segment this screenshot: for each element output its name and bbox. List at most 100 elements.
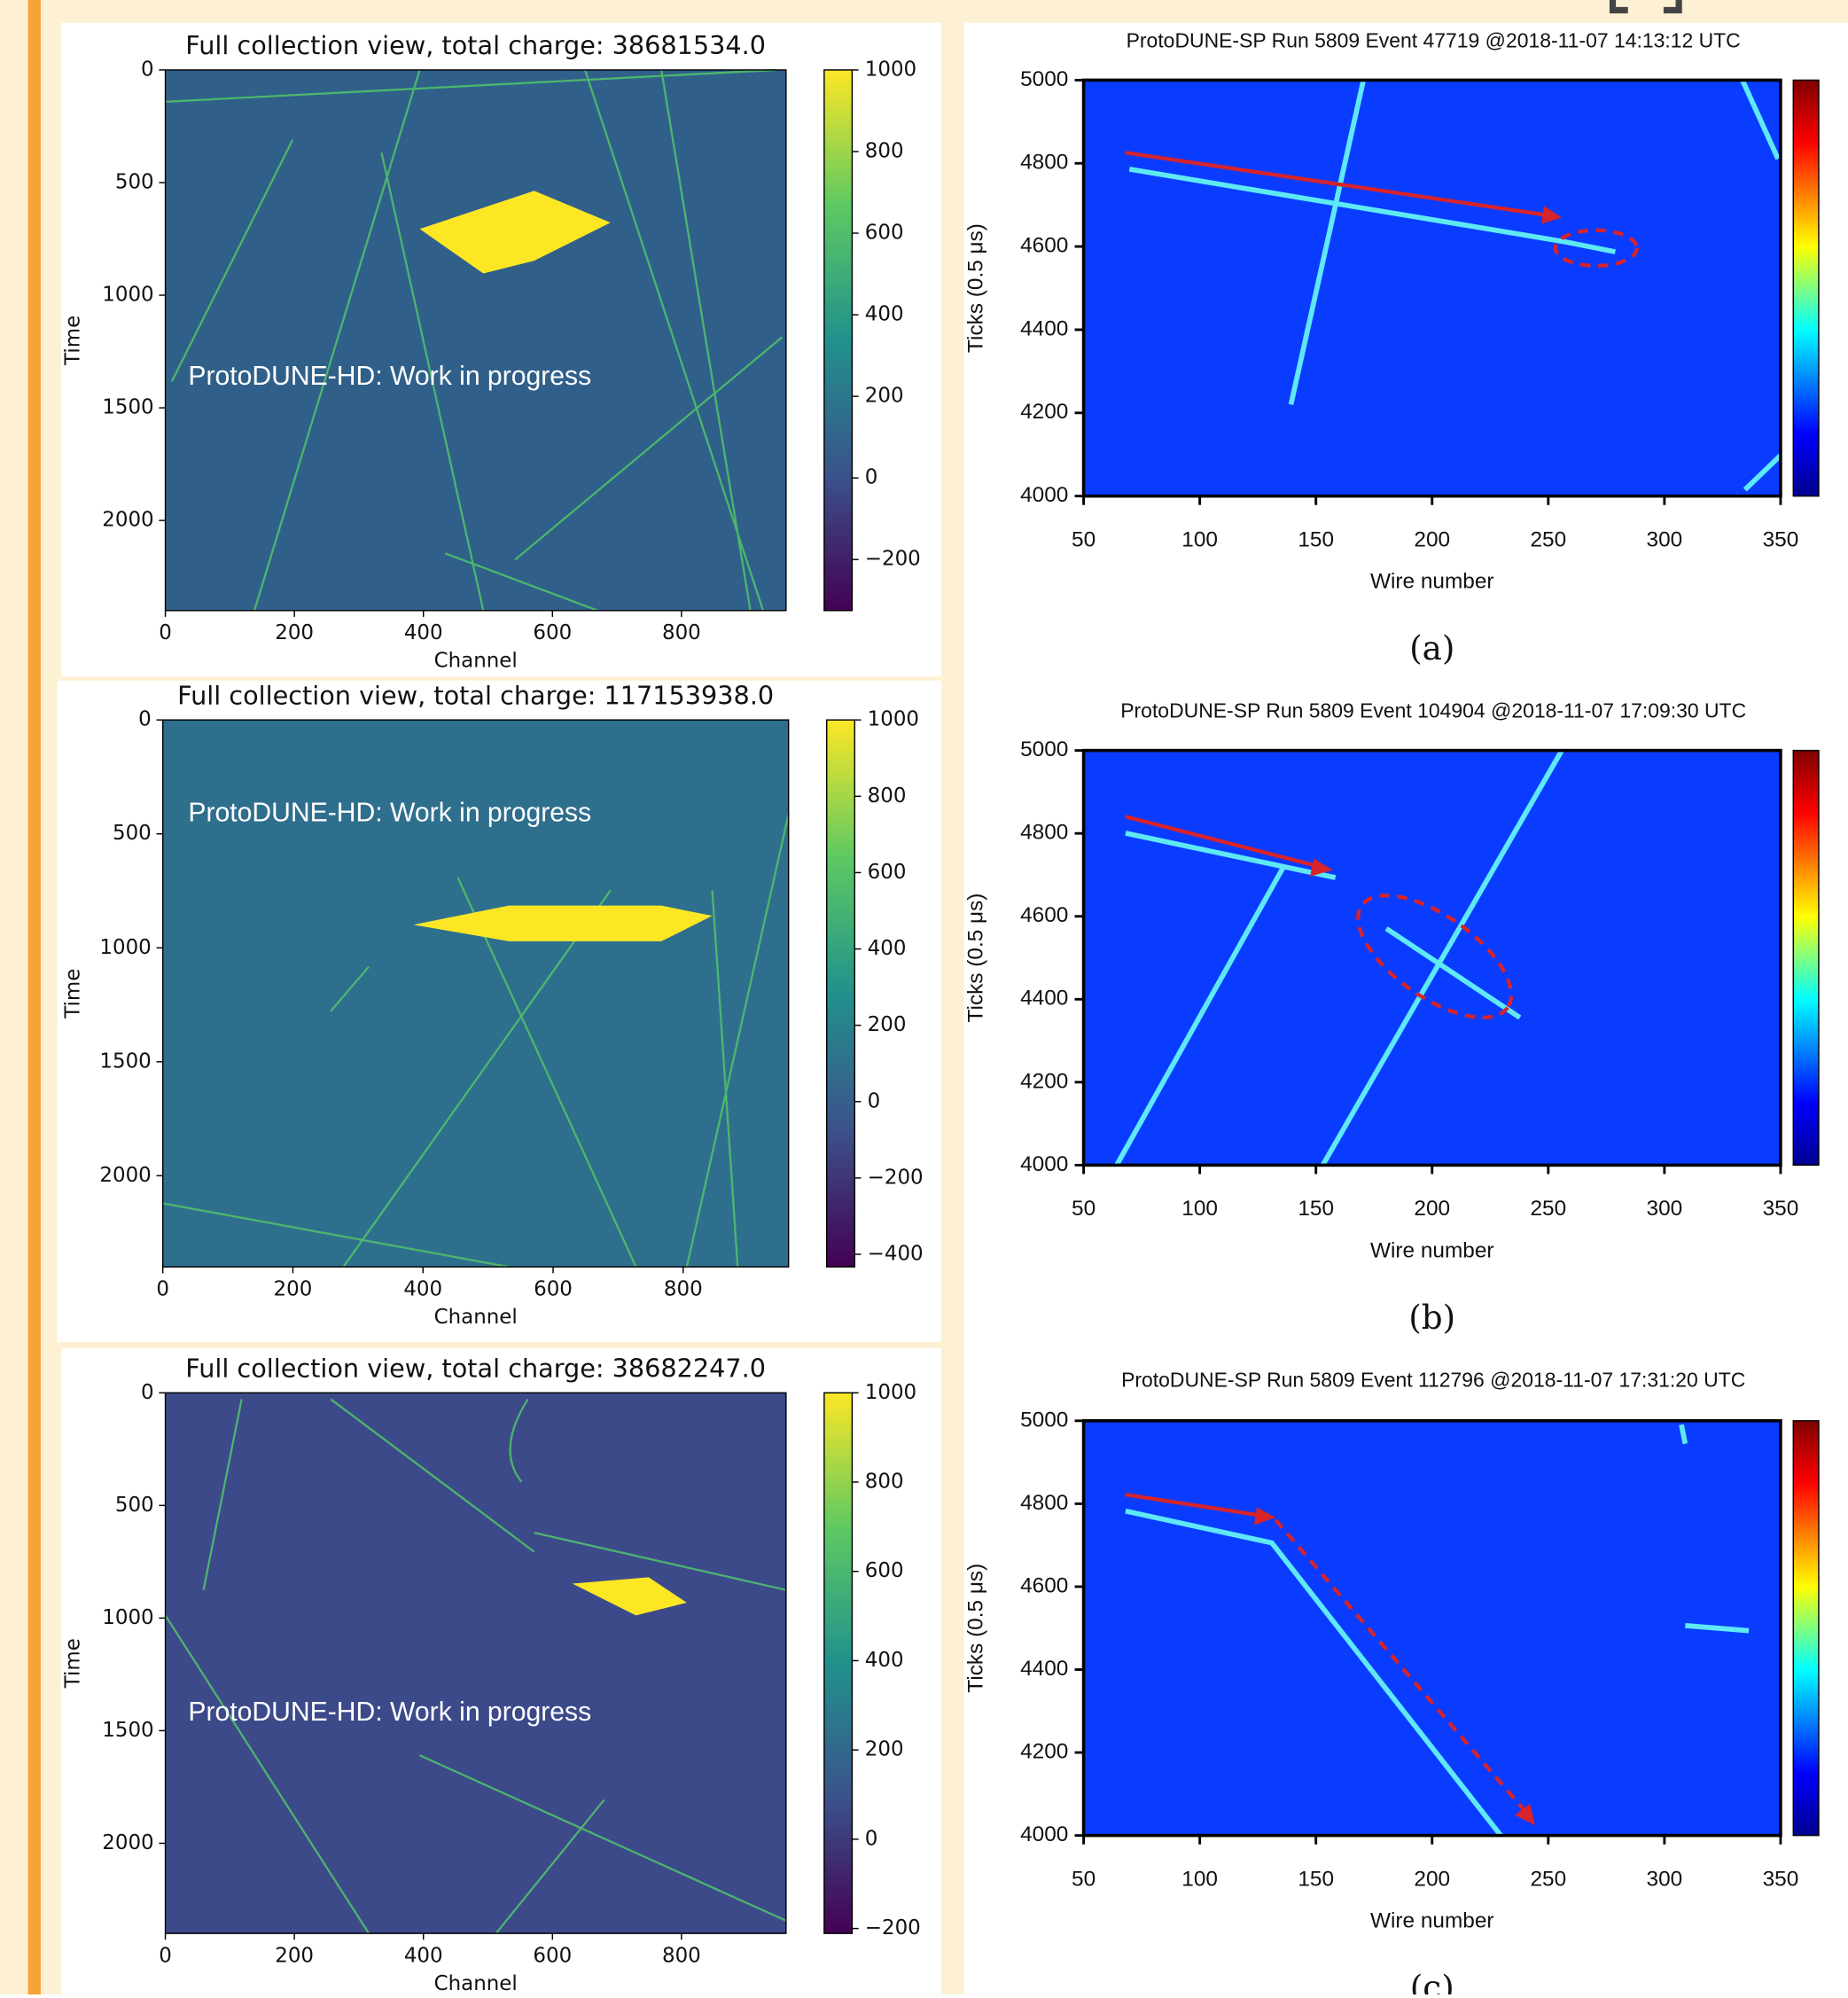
x-tick-label: 350 (1763, 527, 1799, 551)
y-axis-label: Time (62, 316, 85, 366)
colorbar (823, 1392, 854, 1934)
x-tick-label: 250 (1530, 1197, 1566, 1221)
x-tick-label: 250 (1530, 527, 1566, 551)
y-tick-label: 0 (141, 58, 154, 81)
tracks (162, 814, 790, 1268)
x-axis-label: Wire number (1370, 570, 1494, 594)
x-tick-label: 350 (1763, 1197, 1799, 1221)
x-tick-label: 0 (159, 621, 172, 644)
colorbar (823, 69, 854, 612)
x-tick-label: 100 (1181, 1197, 1218, 1221)
y-tick-label: 5000 (1020, 1408, 1068, 1432)
colorbar-tick-label: 0 (868, 1089, 881, 1112)
x-axis-label: Channel (434, 1972, 518, 1994)
y-tick-label: 4800 (1020, 1491, 1068, 1515)
x-tick-label: 400 (403, 1278, 442, 1301)
x-tick-label: 250 (1530, 1867, 1566, 1891)
plot-frame (164, 1392, 787, 1934)
icon (1609, 0, 1682, 14)
annotation: ProtoDUNE-HD: Work in progress (188, 798, 591, 827)
y-tick-label: 4600 (1020, 234, 1068, 258)
caption: (b) (1408, 1298, 1455, 1337)
y-tick-label: 4200 (1020, 1740, 1068, 1764)
colorbar-tick-label: 1000 (865, 58, 916, 81)
y-tick-label: 4000 (1020, 1152, 1068, 1176)
annotation: ProtoDUNE-HD: Work in progress (188, 362, 591, 391)
x-tick-label: 300 (1647, 527, 1683, 551)
x-tick-label: 300 (1647, 1867, 1683, 1891)
plot-title: Full collection view, total charge: 3868… (185, 30, 766, 60)
caption: (a) (1409, 628, 1454, 667)
annotation: ProtoDUNE-HD: Work in progress (188, 1698, 591, 1727)
tracks (1125, 1424, 1750, 1838)
x-tick-label: 0 (159, 1944, 172, 1967)
y-axis-label: Time (62, 969, 85, 1019)
plot-title: ProtoDUNE-SP Run 5809 Event 104904 @2018… (1120, 699, 1746, 722)
y-tick-label: 4800 (1020, 821, 1068, 845)
y-tick-label: 4600 (1020, 903, 1068, 927)
x-axis-label: Wire number (1370, 1909, 1494, 1933)
x-tick-label: 600 (533, 1944, 572, 1967)
colorbar-tick-label: 800 (868, 784, 907, 808)
y-tick-label: 4000 (1020, 1822, 1068, 1846)
y-tick-label: 1500 (99, 1050, 151, 1073)
x-tick-label: 150 (1298, 1197, 1334, 1221)
y-tick-label: 1000 (102, 1606, 153, 1629)
x-tick-label: 150 (1298, 1867, 1334, 1891)
y-axis-label: Ticks (0.5 μs) (963, 894, 987, 1023)
y-tick-label: 4600 (1020, 1573, 1068, 1597)
x-tick-label: 200 (275, 1944, 314, 1967)
x-tick-label: 100 (1181, 527, 1218, 551)
plot-frame (1081, 748, 1782, 1167)
x-tick-label: 600 (533, 621, 572, 644)
plot-frame (161, 719, 790, 1268)
y-tick-label: 4400 (1020, 987, 1068, 1011)
x-tick-label: 150 (1298, 527, 1334, 551)
tracks (1125, 79, 1782, 492)
y-tick-label: 5000 (1020, 67, 1068, 91)
colorbar-tick-label: 1000 (865, 1381, 916, 1404)
x-tick-label: 50 (1072, 1867, 1096, 1891)
tracks (1114, 749, 1564, 1167)
tracks (165, 68, 784, 612)
colorbar-tick-label: 1000 (868, 708, 919, 731)
colorbar-tick-label: 200 (865, 385, 904, 408)
x-tick-label: 800 (664, 1278, 703, 1301)
x-tick-label: 400 (404, 1944, 443, 1967)
y-tick-label: 4800 (1020, 151, 1068, 175)
x-tick-label: 200 (275, 621, 314, 644)
y-tick-label: 2000 (102, 1831, 153, 1854)
x-axis-label: Channel (434, 650, 518, 673)
y-tick-label: 5000 (1020, 738, 1068, 761)
colorbar-tick-label: 0 (865, 466, 878, 489)
x-tick-label: 350 (1763, 1867, 1799, 1891)
x-tick-label: 200 (274, 1278, 313, 1301)
colorbar-tick-label: 400 (868, 937, 907, 960)
plot-title: ProtoDUNE-SP Run 5809 Event 47719 @2018-… (1127, 28, 1741, 51)
event-display (162, 720, 789, 1268)
event-display (165, 1393, 786, 1934)
colorbar-tick-label: 800 (865, 1470, 904, 1493)
colorbar-tick-label: 200 (865, 1738, 904, 1761)
colorbar-tick-label: 400 (865, 303, 904, 326)
colorbar-tick-label: 600 (865, 1559, 904, 1582)
y-tick-label: 4200 (1020, 400, 1068, 424)
y-tick-label: 1500 (102, 1719, 153, 1742)
x-axis-label: Wire number (1370, 1238, 1494, 1262)
x-tick-label: 0 (156, 1278, 169, 1301)
y-tick-label: 500 (115, 1494, 154, 1517)
x-axis-label: Channel (434, 1306, 518, 1329)
plot-frame (164, 69, 787, 612)
colorbar-tick-label: 400 (865, 1649, 904, 1672)
colorbar-tick-label: −400 (868, 1243, 924, 1266)
x-tick-label: 400 (404, 621, 443, 644)
y-axis-label: Ticks (0.5 μs) (963, 1564, 987, 1693)
x-tick-label: 800 (662, 1944, 701, 1967)
x-tick-label: 800 (662, 621, 701, 644)
x-tick-label: 200 (1414, 527, 1450, 551)
colorbar (826, 719, 856, 1268)
event-display (165, 69, 786, 611)
colorbar-tick-label: 200 (868, 1013, 907, 1036)
colorbar-tick-label: −200 (865, 548, 921, 571)
